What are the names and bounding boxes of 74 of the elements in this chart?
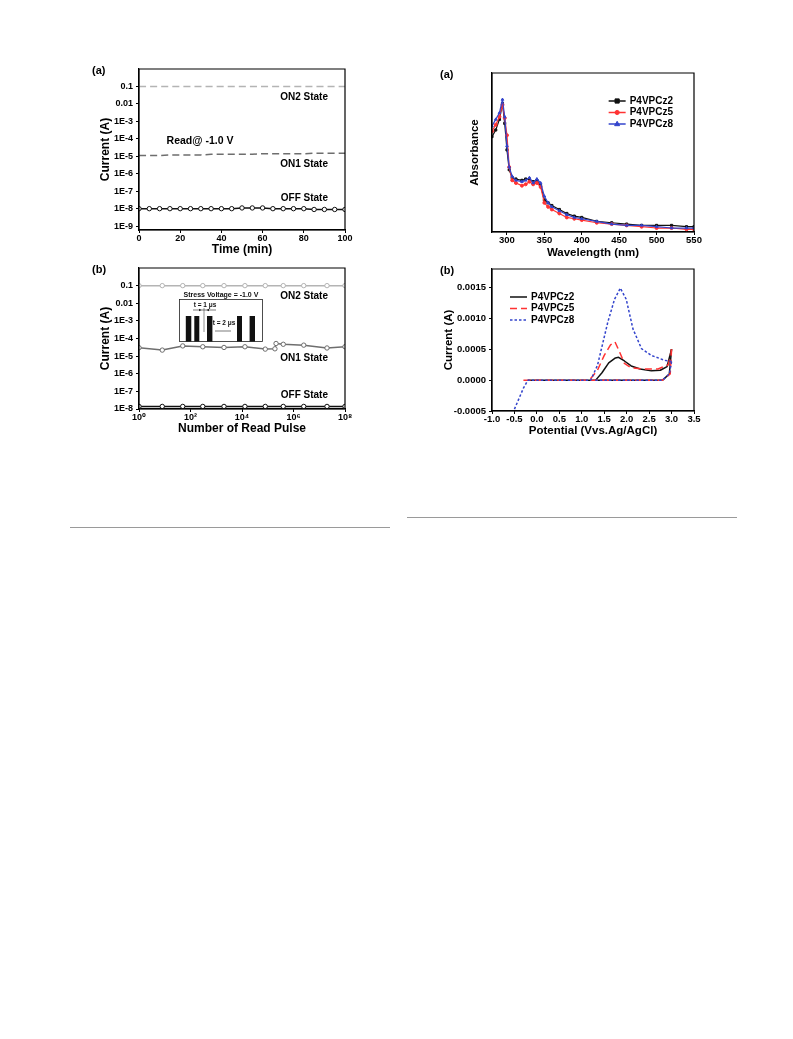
series-label: ON2 State	[280, 91, 329, 103]
series-label: ON1 State	[280, 351, 329, 363]
y-tick-label: -0.0005	[453, 404, 487, 416]
x-tick-label: 80	[298, 232, 309, 243]
x-tick-label: 350	[536, 234, 553, 246]
y-tick-label: 0.01	[115, 98, 133, 109]
legend-label: P4VPCz8	[531, 313, 575, 325]
y-axis-title: Current (A)	[442, 309, 455, 371]
chart-title: (a)	[440, 68, 454, 81]
y-tick-label: 0.0010	[456, 312, 486, 324]
x-tick-label: 300	[499, 234, 515, 246]
y-tick-label: 1E-3	[113, 115, 133, 126]
x-tick-label: 0.0	[530, 413, 544, 425]
series-label: OFF State	[280, 192, 329, 204]
legend-label: P4VPCz2	[531, 290, 575, 302]
y-tick-label: 1E-4	[113, 332, 133, 343]
x-tick-label: 60	[257, 232, 268, 243]
y-tick-label: 1E-7	[113, 185, 133, 196]
x-axis-title: Time (min)	[211, 242, 273, 257]
legend-label: P4VPCz8	[629, 117, 674, 129]
y-tick-label: 0.0005	[456, 342, 487, 354]
series-label: OFF State	[280, 389, 329, 401]
series-label: ON1 State	[280, 157, 329, 169]
x-tick-label: 10⁰	[132, 411, 147, 422]
y-tick-label: 0.1	[120, 80, 133, 91]
y-axis-title: Current (A)	[97, 306, 112, 371]
x-tick-label: 0.5	[552, 413, 567, 425]
x-tick-label: -0.5	[506, 413, 524, 425]
x-tick-label: 10⁶	[286, 411, 301, 422]
y-tick-label: 0.0000	[456, 373, 486, 385]
y-axis-title: Absorbance	[468, 119, 481, 186]
y-tick-label: 0.0015	[456, 281, 487, 293]
chart-title: (b)	[440, 264, 455, 277]
x-tick-label: 1.5	[597, 413, 612, 425]
x-tick-label: 3.0	[664, 413, 679, 425]
x-axis-title: Number of Read Pulse	[177, 421, 307, 436]
y-tick-label: 1E-6	[113, 168, 133, 179]
x-tick-label: 2.5	[642, 413, 657, 425]
y-tick-label: 1E-7	[113, 385, 133, 396]
x-tick-label: 500	[648, 234, 665, 246]
y-tick-label: 0.01	[115, 297, 133, 308]
y-tick-label: 0.1	[120, 280, 133, 291]
x-axis-title: Potential (Vvs.Ag/AgCl)	[528, 424, 658, 437]
y-tick-label: 1E-5	[113, 350, 133, 361]
chart-title: (b)	[92, 263, 107, 276]
y-tick-label: 1E-8	[113, 403, 133, 414]
x-tick-label: 1.0	[575, 413, 589, 425]
x-tick-label: -1.0	[483, 413, 501, 425]
legend-label: P4VPCz5	[629, 106, 674, 118]
series-label: ON2 State	[280, 290, 329, 302]
y-tick-label: 1E-5	[113, 150, 133, 161]
x-tick-label: 10²	[183, 411, 198, 422]
y-tick-label: 1E-4	[113, 133, 133, 144]
x-tick-label: 10⁴	[234, 411, 250, 422]
y-tick-label: 1E-9	[113, 220, 133, 231]
annotation: Read@ -1.0 V	[166, 134, 234, 147]
x-tick-label: 3.5	[687, 413, 702, 425]
y-tick-label: 1E-6	[113, 368, 133, 379]
legend-label: P4VPCz5	[531, 302, 575, 314]
x-tick-label: 40	[216, 232, 227, 243]
y-tick-label: 1E-3	[113, 315, 133, 326]
x-tick-label: 400	[573, 234, 590, 246]
x-axis-title: Wavelength (nm)	[546, 246, 640, 259]
x-tick-label: 20	[175, 232, 186, 243]
y-axis-title: Current (A)	[97, 117, 112, 182]
x-tick-label: 0	[136, 232, 142, 243]
x-tick-label: 100	[337, 232, 353, 243]
legend-label: P4VPCz2	[629, 94, 674, 106]
x-tick-label: 550	[686, 234, 702, 246]
x-tick-label: 2.0	[620, 413, 634, 425]
x-tick-label: 450	[611, 234, 628, 246]
x-tick-label: 10⁸	[337, 411, 353, 422]
chart-title: (a)	[92, 64, 106, 77]
y-tick-label: 1E-8	[113, 203, 133, 214]
